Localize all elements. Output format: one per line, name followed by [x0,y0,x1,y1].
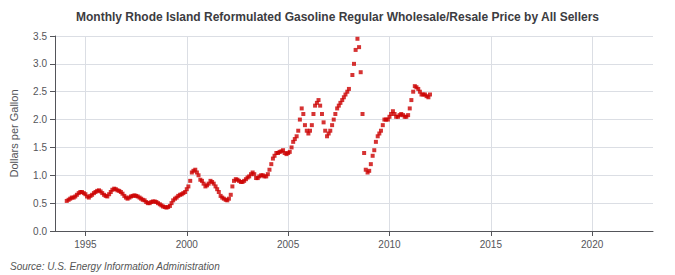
svg-text:2020: 2020 [581,239,604,250]
svg-text:3.0: 3.0 [33,58,47,69]
svg-text:3.5: 3.5 [33,31,47,42]
svg-text:1.5: 1.5 [33,142,47,153]
svg-text:1995: 1995 [74,239,97,250]
svg-text:1.0: 1.0 [33,170,47,181]
svg-text:0.0: 0.0 [33,226,47,237]
svg-text:2005: 2005 [277,239,300,250]
svg-text:2015: 2015 [480,239,503,250]
svg-text:2010: 2010 [378,239,401,250]
svg-text:Monthly Rhode Island Reformula: Monthly Rhode Island Reformulated Gasoli… [76,10,599,24]
svg-text:Source: U.S. Energy Informatio: Source: U.S. Energy Information Administ… [10,261,220,272]
svg-text:2.0: 2.0 [33,114,47,125]
svg-text:2.5: 2.5 [33,86,47,97]
svg-text:Dollars per Gallon: Dollars per Gallon [8,89,20,177]
svg-text:2000: 2000 [176,239,199,250]
svg-text:0.5: 0.5 [33,198,47,209]
